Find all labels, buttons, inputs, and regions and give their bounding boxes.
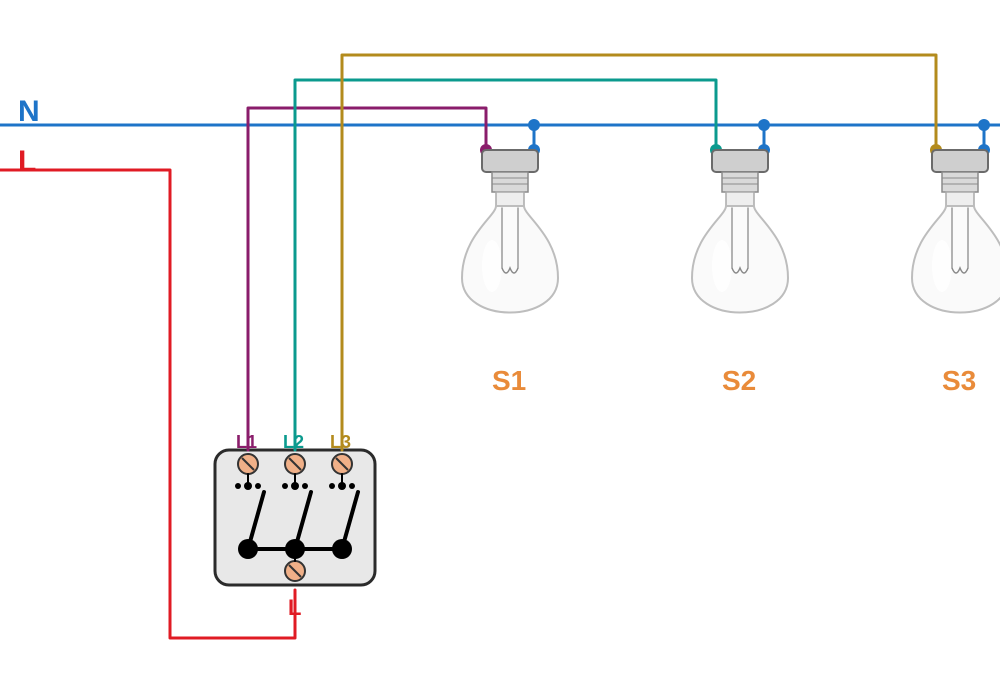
neutral-label: N — [18, 95, 40, 129]
bulb-s3-label: S3 — [942, 365, 976, 397]
terminal-l2-label: L2 — [283, 432, 304, 453]
bulb-s1-label: S1 — [492, 365, 526, 397]
terminal-common-label: L — [288, 595, 301, 621]
terminal-l3-label: L3 — [330, 432, 351, 453]
terminal-l1-label: L1 — [236, 432, 257, 453]
wiring-diagram — [0, 0, 1000, 683]
bulb-s2-label: S2 — [722, 365, 756, 397]
live-label: L — [18, 145, 36, 179]
